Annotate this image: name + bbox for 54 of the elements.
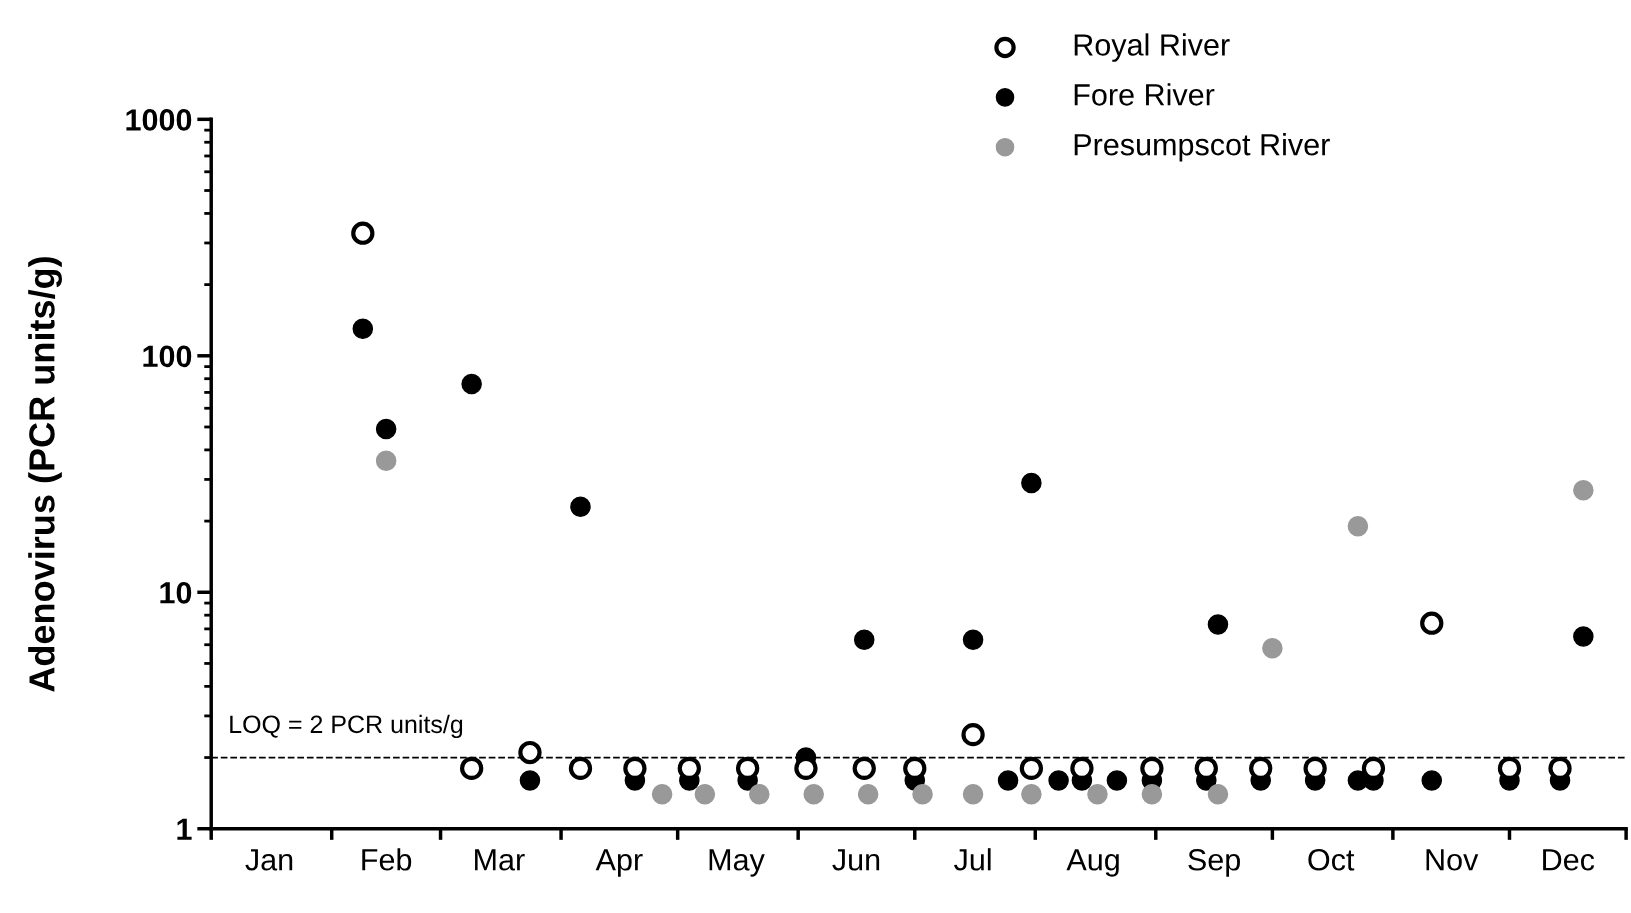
point [852,756,876,781]
ref-line-label: LOQ = 2 PCR units/g [230,714,463,739]
x-tick-label: Feb [362,848,412,871]
y-tick-label: 100 [143,345,192,368]
x-tick-label: Mar [475,849,525,871]
point [1421,770,1443,791]
point [962,783,984,805]
point [570,496,591,517]
x-tick-label: Dec [1543,849,1595,871]
point [568,756,593,781]
point [803,783,824,805]
point [1573,479,1594,501]
point [1207,783,1229,805]
point [1019,756,1044,781]
x-tick-label: Aug [1066,849,1119,877]
y-tick-label: 1000 [126,109,192,131]
point [461,373,482,395]
point [1141,783,1163,805]
point [1347,516,1369,537]
point [694,783,716,805]
legend-label: Royal River [1074,33,1230,62]
y-axis-title: Adenovirus (PCR units/g) [28,257,62,692]
point [459,756,484,781]
point [962,629,984,650]
point [1021,783,1042,805]
point [519,770,541,791]
point [1420,611,1444,635]
point [518,740,542,765]
point [1573,626,1594,647]
x-tick-label: Sep [1188,848,1240,877]
x-tick-label: Jan [245,849,293,871]
point [1048,770,1069,791]
point [1087,783,1108,805]
x-tick-label: Nov [1426,849,1479,871]
point [853,629,875,650]
point [857,783,879,805]
point [1207,614,1229,635]
x-tick-label: Jul [954,848,991,871]
legend-label: Presumpscot River [1074,133,1330,162]
y-tick-label: 10 [160,582,192,604]
point [912,783,933,805]
point [997,770,1019,791]
point [961,722,985,747]
point [749,783,770,805]
point [1021,472,1042,494]
x-tick-label: May [709,849,765,877]
x-tick-label: Oct [1308,848,1355,871]
x-tick-label: Apr [595,849,643,877]
x-tick-label: Jun [832,849,880,871]
point [1106,770,1128,791]
y-tick-label: 1 [177,818,192,840]
legend-label: Fore River [1074,83,1215,106]
point [1262,637,1283,659]
point [651,783,673,805]
